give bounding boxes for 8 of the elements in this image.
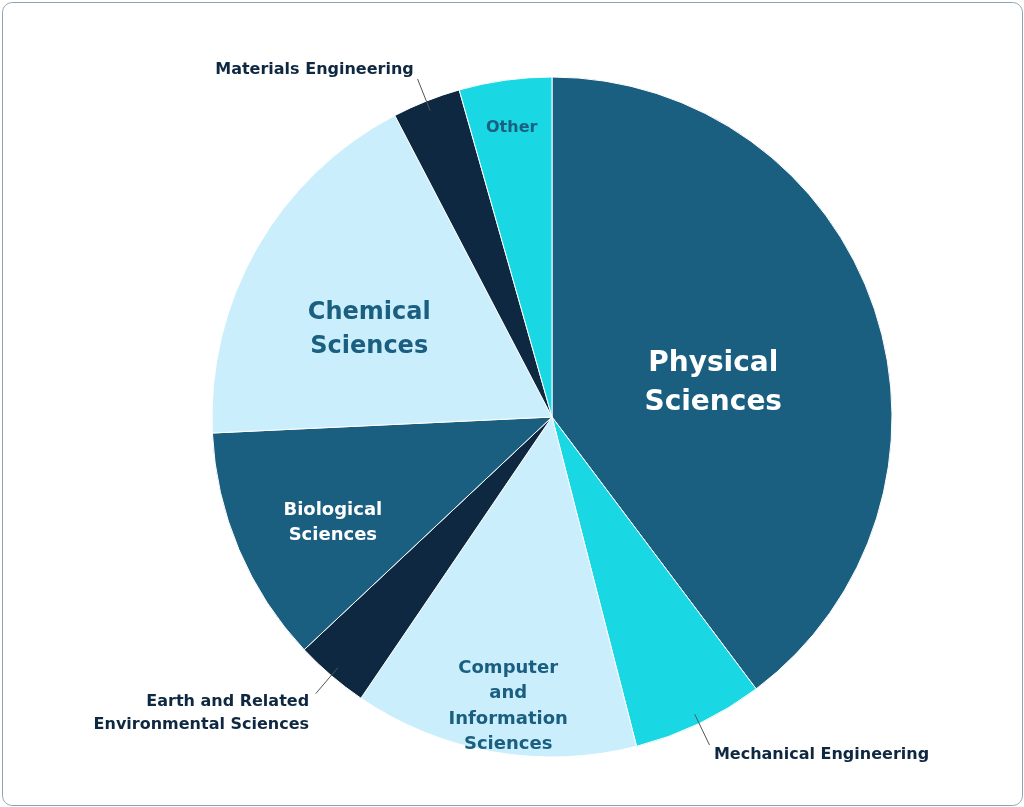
slice-label: Chemical Sciences [307,296,431,359]
slice-label: Other [486,117,538,137]
slice-label: Earth and Related Environmental Sciences [93,691,310,733]
slice-label: Mechanical Engineering [713,744,930,764]
slice-label: Biological Sciences [283,497,383,544]
slice-label: Physical Sciences [644,345,783,418]
slice-label: Computer and Information Sciences [448,656,568,753]
slice-label: Materials Engineering [215,59,414,79]
